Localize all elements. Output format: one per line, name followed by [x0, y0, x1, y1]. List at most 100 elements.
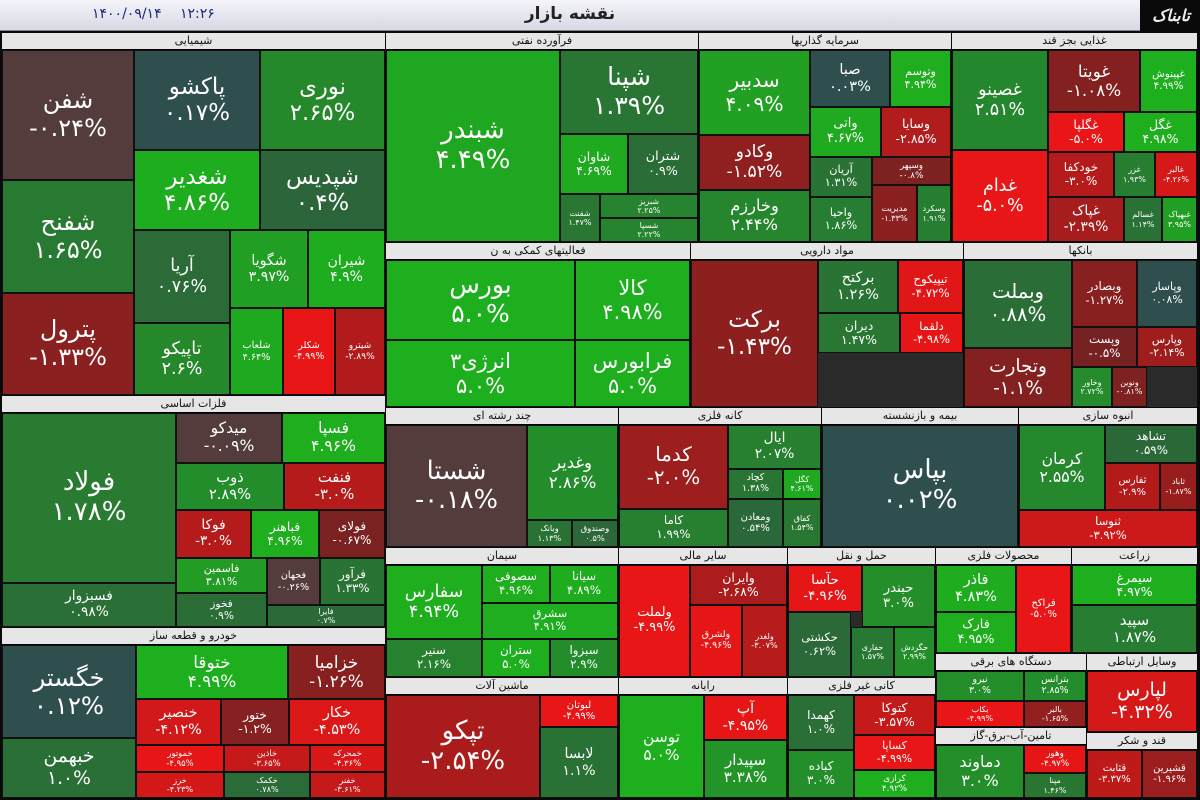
stock-tile[interactable]: تپکو -۲.۵۴%	[386, 695, 540, 798]
stock-tile[interactable]: فجهان -۰.۲۶%	[267, 558, 320, 605]
stock-tile[interactable]: خفنر -۳.۶۱%	[310, 772, 385, 798]
stock-tile[interactable]: سپید ۱.۸۷%	[1072, 605, 1197, 653]
stock-tile[interactable]: کالا ۴.۹۸%	[575, 260, 690, 340]
stock-tile[interactable]: خگستر ۰.۱۲%	[2, 645, 136, 738]
stock-tile[interactable]: ختوقا ۴.۹۹%	[136, 645, 288, 699]
stock-tile[interactable]: ایال ۲.۰۷%	[728, 425, 821, 469]
stock-tile[interactable]: شبریز ۲.۲۵%	[600, 194, 698, 218]
stock-tile[interactable]: میدکو -۰.۰۹%	[176, 413, 282, 463]
stock-tile[interactable]: کگل ۴.۶۱%	[783, 469, 821, 499]
stock-tile[interactable]: فخوز ۰.۹%	[176, 593, 267, 627]
stock-tile[interactable]: شتران ۰.۹%	[628, 134, 698, 194]
stock-tile[interactable]: قثابت -۳.۳۷%	[1087, 750, 1142, 798]
stock-tile[interactable]: وتجارت -۱.۱%	[964, 348, 1072, 407]
stock-tile[interactable]: خاذین -۳.۶۵%	[224, 745, 310, 772]
stock-tile[interactable]: شسپا ۲.۲۲%	[600, 218, 698, 242]
stock-tile[interactable]: غصینو ۲.۵۱%	[952, 50, 1048, 150]
stock-tile[interactable]: خکمک ۰.۷۸%	[224, 772, 310, 798]
stock-tile[interactable]: لبوتان -۴.۹۹%	[540, 695, 618, 727]
stock-tile[interactable]: وسپهر -۰.۸%	[872, 157, 951, 185]
stock-tile[interactable]: سشرق ۴.۹۱%	[482, 603, 618, 639]
stock-tile[interactable]: شستا -۰.۱۸%	[386, 425, 527, 547]
stock-tile[interactable]: ثاباد -۱.۸۷%	[1160, 463, 1197, 510]
stock-tile[interactable]: خنصیر -۴.۱۲%	[136, 699, 221, 745]
stock-tile[interactable]: بکاب -۴.۹۹%	[936, 701, 1024, 727]
stock-tile[interactable]: شلعاب ۴.۶۴%	[230, 308, 283, 395]
stock-tile[interactable]: صبا ۰.۰۳%	[810, 50, 890, 107]
stock-tile[interactable]: تیپیکوح -۴.۷۲%	[898, 260, 963, 313]
stock-tile[interactable]: ثفارس -۲.۹%	[1105, 463, 1160, 510]
stock-tile[interactable]: خموتور -۴.۹۵%	[136, 745, 224, 772]
stock-tile[interactable]: لپارس -۴.۳۲%	[1087, 671, 1197, 732]
stock-tile[interactable]: مدیریت -۱.۳۳%	[872, 185, 917, 242]
stock-tile[interactable]: غدام -۵.۰%	[952, 150, 1048, 242]
stock-tile[interactable]: شفن -۰.۲۴%	[2, 50, 134, 180]
stock-tile[interactable]: فرآور ۱.۳۳%	[320, 558, 385, 605]
stock-tile[interactable]: ذوب ۲.۸۹%	[176, 463, 284, 510]
stock-tile[interactable]: بترانس ۲.۸۵%	[1024, 671, 1086, 701]
stock-tile[interactable]: شپدیس ۰.۴%	[260, 150, 385, 230]
stock-tile[interactable]: غپینوش ۴.۹۹%	[1140, 50, 1197, 112]
stock-tile[interactable]: وصندوق ۰.۵%	[572, 520, 618, 547]
stock-tile[interactable]: آریا ۰.۷۶%	[134, 230, 230, 323]
stock-tile[interactable]: شبندر ۴.۴۹%	[386, 50, 560, 242]
stock-tile[interactable]: مپنا ۱.۴۶%	[1024, 773, 1086, 798]
stock-tile[interactable]: تشاهد ۰.۵۹%	[1105, 425, 1197, 463]
stock-tile[interactable]: نیرو ۳.۰%	[936, 671, 1024, 701]
stock-tile[interactable]: ختور -۱.۲%	[221, 699, 289, 745]
stock-tile[interactable]: قشیرین -۱.۹۶%	[1142, 750, 1197, 798]
stock-tile[interactable]: سبزوا ۲.۹%	[550, 639, 618, 677]
stock-tile[interactable]: غبهپاک ۳.۹۵%	[1162, 197, 1197, 242]
stock-tile[interactable]: شکلر -۴.۹۹%	[283, 308, 335, 395]
stock-tile[interactable]: سصوفی ۴.۹۶%	[482, 565, 550, 603]
stock-tile[interactable]: حکشتی ۰.۶۲%	[788, 612, 851, 677]
stock-tile[interactable]: وخاور ۲.۷۲%	[1072, 367, 1112, 407]
stock-tile[interactable]: خبهمن ۱.۰%	[2, 738, 136, 798]
stock-tile[interactable]: وایران -۲.۶۸%	[690, 565, 787, 605]
stock-tile[interactable]: آپ -۴.۹۵%	[704, 695, 787, 740]
stock-tile[interactable]: فسپا ۴.۹۶%	[282, 413, 385, 463]
stock-tile[interactable]: حبندر ۳.۰%	[862, 565, 935, 627]
stock-tile[interactable]: سدبیر ۴.۰۹%	[699, 50, 810, 135]
stock-tile[interactable]: سفارس ۴.۹۴%	[386, 565, 482, 639]
stock-tile[interactable]: فرابورس ۵.۰%	[575, 340, 690, 407]
stock-tile[interactable]: دیران ۱.۴۷%	[818, 313, 900, 353]
stock-tile[interactable]: فارک ۴.۹۵%	[936, 612, 1016, 653]
stock-tile[interactable]: فنفت -۳.۰%	[284, 463, 385, 510]
stock-tile[interactable]: وهور -۴.۹۷%	[1024, 745, 1086, 773]
stock-tile[interactable]: وغدیر ۲.۸۶%	[527, 425, 618, 520]
stock-tile[interactable]: شاوان ۴.۶۹%	[560, 134, 628, 194]
stock-tile[interactable]: انرژی۳ ۵.۰%	[386, 340, 575, 407]
stock-tile[interactable]: نوری ۲.۶۵%	[260, 50, 385, 150]
stock-tile[interactable]: کاما ۱.۹۹%	[619, 509, 728, 547]
stock-tile[interactable]: خرز -۴.۲۳%	[136, 772, 224, 798]
stock-tile[interactable]: فولاد ۱.۷۸%	[2, 413, 176, 583]
stock-tile[interactable]: خودکفا -۳.۰%	[1048, 152, 1114, 197]
stock-tile[interactable]: فوکا -۳.۰%	[176, 510, 251, 558]
stock-tile[interactable]: وخارزم ۲.۴۴%	[699, 190, 810, 242]
stock-tile[interactable]: وبانک ۱.۱۳%	[527, 520, 572, 547]
stock-tile[interactable]: پاکشو ۰.۱۷%	[134, 50, 260, 150]
stock-tile[interactable]: کهمدا ۱.۰%	[788, 695, 854, 750]
stock-tile[interactable]: آریان ۱.۳۱%	[810, 157, 872, 197]
stock-tile[interactable]: غزر ۱.۹۳%	[1114, 152, 1155, 197]
stock-tile[interactable]: واحیا ۱.۸۶%	[810, 197, 872, 242]
stock-tile[interactable]: وپاسار ۰.۰۸%	[1137, 260, 1197, 327]
stock-tile[interactable]: شیران ۴.۹%	[308, 230, 385, 308]
stock-tile[interactable]: خزامیا -۱.۲۶%	[288, 645, 385, 699]
stock-tile[interactable]: کرمان ۲.۵۵%	[1019, 425, 1105, 510]
stock-tile[interactable]: کچاد ۱.۳۸%	[728, 469, 783, 499]
stock-tile[interactable]: کتوکا -۳.۵۷%	[854, 695, 935, 735]
stock-tile[interactable]: برکت -۱.۴۳%	[691, 260, 818, 407]
stock-tile[interactable]: وبملت ۰.۸۸%	[964, 260, 1072, 348]
stock-tile[interactable]: غگل ۴.۹۸%	[1124, 112, 1197, 152]
stock-tile[interactable]: تاپیکو ۲.۶%	[134, 323, 230, 395]
stock-tile[interactable]: ستران ۵.۰%	[482, 639, 550, 677]
stock-tile[interactable]: وکادو -۱.۵۲%	[699, 135, 810, 190]
stock-tile[interactable]: شغدیر ۴.۸۶%	[134, 150, 260, 230]
stock-tile[interactable]: کباده ۳.۰%	[788, 750, 854, 798]
stock-tile[interactable]: شپنا ۱.۳۹%	[560, 50, 698, 134]
stock-tile[interactable]: وبصادر -۱.۲۷%	[1072, 260, 1137, 327]
stock-tile[interactable]: ولشرق -۴.۹۶%	[690, 605, 742, 677]
stock-tile[interactable]: فاسمین ۳.۸۱%	[176, 558, 267, 593]
